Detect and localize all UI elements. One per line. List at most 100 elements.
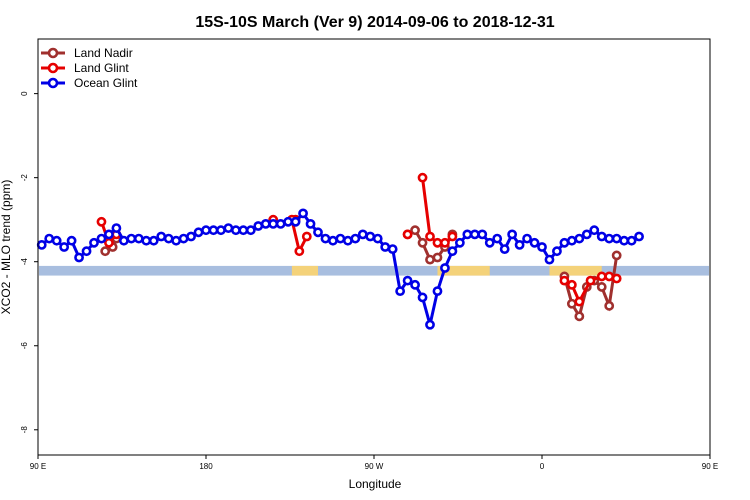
data-point [66, 235, 77, 246]
legend-label: Land Glint [74, 61, 129, 75]
x-tick-label: 0 [540, 462, 545, 471]
data-point [320, 233, 331, 244]
x-tick-label: 90 W [365, 462, 384, 471]
data-point [290, 216, 301, 227]
data-point [133, 233, 144, 244]
data-point [223, 223, 234, 233]
data-point [253, 221, 264, 231]
land-ocean-band [39, 265, 709, 276]
data-point [36, 239, 47, 250]
data-point [89, 237, 99, 248]
data-point [522, 233, 532, 244]
data-point [380, 242, 391, 252]
data-point [626, 235, 637, 246]
series-ocean-glint [36, 208, 644, 330]
y-tick-label: -2 [20, 174, 29, 182]
data-point [193, 227, 204, 238]
data-point [365, 231, 376, 242]
data-point [634, 231, 644, 242]
y-tick-label: -4 [20, 258, 29, 266]
data-point [417, 172, 428, 183]
data-point [440, 237, 450, 248]
data-point [596, 271, 607, 282]
data-point [604, 233, 615, 244]
data-point [126, 233, 137, 244]
data-point [544, 254, 555, 265]
data-point [178, 233, 189, 244]
data-point [402, 229, 413, 240]
data-point [566, 235, 577, 246]
plot-frame [37, 38, 711, 456]
data-point [611, 233, 622, 244]
data-point [417, 237, 428, 248]
x-tick-label: 180 [199, 462, 213, 471]
land-segment [291, 265, 318, 276]
data-point [96, 216, 107, 227]
data-point [596, 282, 607, 292]
data-point [245, 225, 256, 236]
data-point [432, 237, 443, 248]
data-point [492, 233, 503, 244]
data-point [417, 292, 428, 303]
data-point [268, 218, 279, 229]
data-point [581, 229, 592, 240]
data-point [440, 263, 450, 273]
data-point [111, 223, 122, 233]
series-layer [36, 172, 644, 330]
data-point [59, 242, 70, 252]
data-point [298, 208, 308, 219]
data-point [574, 296, 585, 307]
y-axis: 0 -2 -4 -6 -8 [20, 91, 38, 433]
data-point [313, 227, 323, 238]
data-point [514, 239, 525, 250]
data-point [74, 252, 84, 263]
data-point [454, 237, 465, 248]
data-point [201, 225, 211, 236]
data-point [604, 300, 615, 311]
data-point [447, 246, 458, 257]
legend-label: Ocean Glint [74, 76, 138, 90]
data-point [230, 225, 241, 236]
y-tick-label: -8 [20, 426, 29, 434]
legend-marker [47, 47, 59, 59]
data-point [402, 275, 413, 286]
data-point [104, 229, 114, 240]
data-point [156, 231, 167, 242]
data-point [260, 218, 271, 229]
data-point [171, 235, 182, 246]
legend-marker [47, 77, 59, 89]
data-point [118, 235, 129, 246]
data-point [559, 237, 570, 248]
data-point [372, 233, 383, 244]
x-axis: 90 E 180 90 W 0 90 E [30, 455, 718, 471]
data-point [148, 235, 159, 246]
data-point [432, 252, 443, 263]
data-point [44, 233, 55, 244]
x-axis-label: Longitude [349, 477, 402, 491]
data-point [469, 229, 480, 240]
data-point [100, 246, 111, 257]
data-point [186, 231, 196, 242]
y-axis-label: XCO2 - MLO trend (ppm) [0, 180, 13, 315]
data-point [462, 229, 473, 240]
data-point [275, 218, 286, 229]
data-point [477, 229, 488, 240]
land-segment [549, 265, 602, 276]
data-point [537, 242, 547, 252]
data-point [566, 298, 577, 309]
data-point [574, 233, 585, 244]
data-point [425, 254, 435, 265]
data-point [425, 231, 435, 242]
data-point [585, 275, 596, 286]
data-point [141, 235, 152, 246]
data-point [81, 246, 92, 257]
data-point [357, 229, 368, 240]
data-point [529, 237, 540, 248]
data-point [294, 246, 305, 257]
data-point [566, 279, 577, 290]
x-tick-label: 90 E [702, 462, 718, 471]
data-point [596, 231, 607, 242]
data-point [305, 218, 316, 229]
data-point [301, 231, 312, 242]
